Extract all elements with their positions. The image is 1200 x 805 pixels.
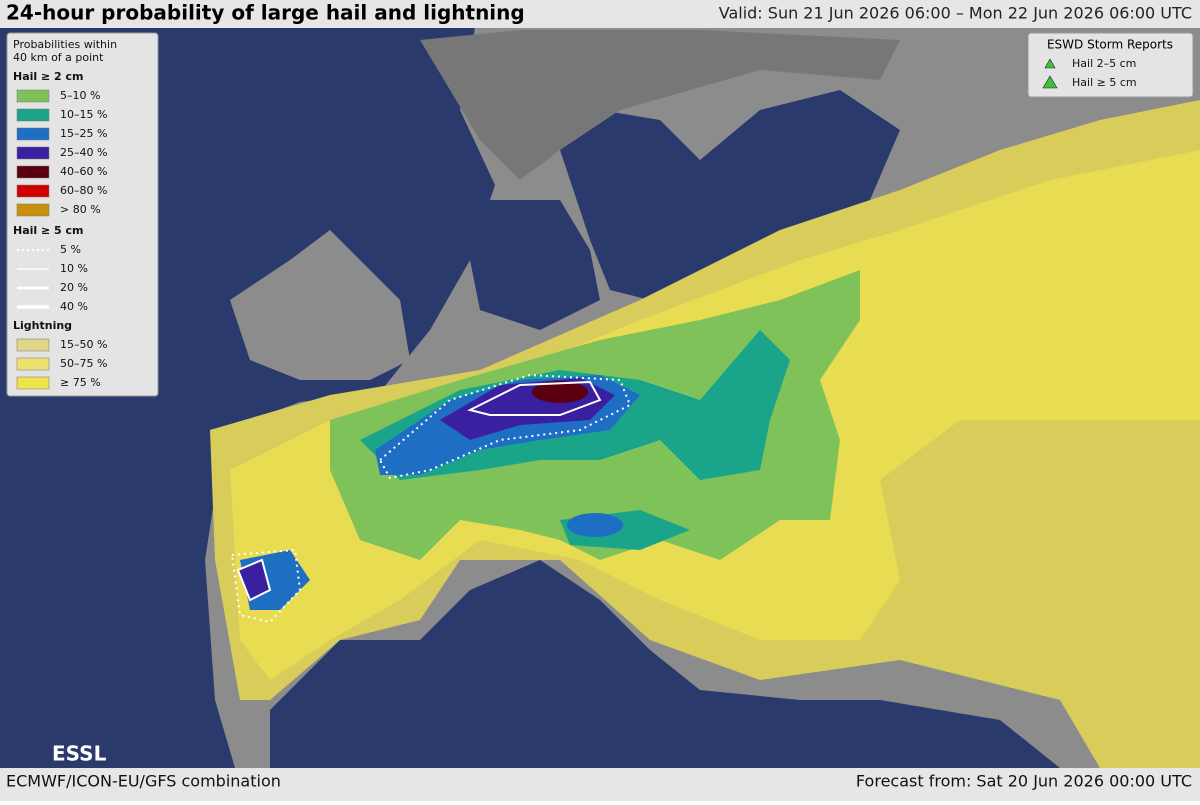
legend-label: 50–75 %	[60, 357, 107, 370]
logo: ESSL	[52, 742, 107, 766]
reports-title: ESWD Storm Reports	[1047, 38, 1173, 52]
baltic	[560, 90, 900, 320]
legend-swatch	[16, 338, 50, 352]
reports-box	[1027, 32, 1194, 98]
legend-heading: 40 km of a point	[13, 51, 104, 64]
legend-swatch	[16, 146, 50, 160]
legend-label: 25–40 %	[60, 146, 107, 159]
legend-label: 20 %	[60, 281, 88, 294]
legend-swatch	[16, 357, 50, 371]
title: 24-hour probability of large hail and li…	[6, 1, 525, 25]
hail-15-25-alps	[567, 513, 623, 537]
report-symbol	[1044, 58, 1056, 69]
hail-5cm-10	[467, 380, 602, 416]
footer-model: ECMWF/ICON-EU/GFS combination	[6, 772, 281, 791]
britain	[230, 230, 410, 380]
legend-swatch	[16, 108, 50, 122]
legend: Probabilities within 40 km of a point Ha…	[6, 32, 159, 397]
legend-label: 15–50 %	[60, 338, 107, 351]
legend-swatch	[16, 89, 50, 103]
legend-label: > 80 %	[60, 203, 101, 216]
reports: ESWD Storm Reports Hail 2–5 cm Hail ≥ 5 …	[1027, 32, 1194, 98]
legend-swatch	[16, 127, 50, 141]
legend-label: 10 %	[60, 262, 88, 275]
legend-label: 40 %	[60, 300, 88, 313]
mediterranean	[270, 560, 1060, 768]
legend-swatch	[16, 376, 50, 390]
legend-label: 5–10 %	[60, 89, 100, 102]
legend-swatch	[16, 184, 50, 198]
legend-label: 5 %	[60, 243, 81, 256]
legend-label: ≥ 75 %	[60, 376, 101, 389]
hail-25-40-iberia	[236, 558, 272, 602]
legend-swatch	[16, 165, 50, 179]
hail-40-60	[532, 381, 588, 403]
report-label: Hail 2–5 cm	[1072, 57, 1136, 70]
legend-label: 10–15 %	[60, 108, 107, 121]
legend-heading: Probabilities within	[13, 38, 117, 51]
scandinavia-band	[420, 30, 900, 180]
footer-forecast: Forecast from: Sat 20 Jun 2026 00:00 UTC	[856, 772, 1192, 791]
legend-label: 40–60 %	[60, 165, 107, 178]
map	[0, 28, 1200, 768]
report-label: Hail ≥ 5 cm	[1072, 76, 1137, 89]
legend-label: 60–80 %	[60, 184, 107, 197]
legend-section: Lightning	[13, 319, 72, 332]
legend-section: Hail ≥ 5 cm	[13, 224, 84, 237]
legend-label: 15–25 %	[60, 127, 107, 140]
valid-time: Valid: Sun 21 Jun 2026 06:00 – Mon 22 Ju…	[719, 4, 1192, 23]
north-sea	[470, 200, 600, 330]
legend-swatch	[16, 203, 50, 217]
report-symbol	[1042, 75, 1058, 89]
legend-section: Hail ≥ 2 cm	[13, 70, 84, 83]
